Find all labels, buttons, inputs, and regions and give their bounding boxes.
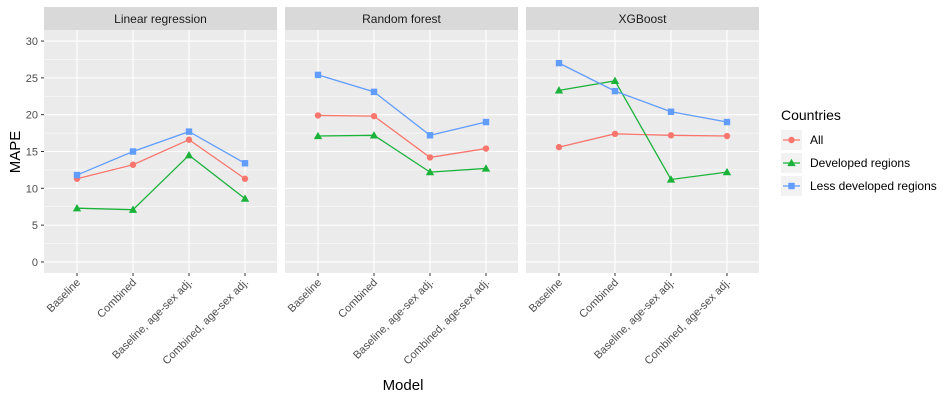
data-point <box>555 59 563 67</box>
y-tick-label: 15 <box>26 147 38 159</box>
data-point <box>610 76 620 84</box>
panel-title: Linear regression <box>114 12 207 26</box>
data-point <box>425 167 435 176</box>
legend-entry: Developed regions <box>781 153 910 173</box>
data-point <box>370 112 378 120</box>
data-point <box>667 108 675 115</box>
series-line <box>317 134 487 173</box>
data-point <box>314 71 322 79</box>
legend-entry: All <box>781 130 823 150</box>
data-point <box>240 194 250 202</box>
x-tick-label: Combined <box>336 277 380 321</box>
x-axis-title: Model <box>383 377 424 394</box>
y-tick-label: 10 <box>26 183 38 195</box>
data-point <box>185 136 193 143</box>
data-point <box>611 130 619 138</box>
legend-label: Less developed regions <box>810 179 937 193</box>
data-point <box>184 150 194 159</box>
data-point <box>611 87 619 95</box>
data-point <box>370 88 378 96</box>
legend: All Developed regions Less developed regio… <box>781 130 937 196</box>
data-point <box>722 167 732 176</box>
data-point <box>555 143 563 151</box>
series-line <box>558 133 728 148</box>
data-point <box>369 131 379 139</box>
data-point <box>73 171 81 179</box>
data-point <box>313 131 323 140</box>
panel-strip <box>285 7 518 30</box>
data-point <box>129 148 137 155</box>
y-tick-label: 5 <box>32 220 38 232</box>
x-tick-label: Combined <box>577 277 621 321</box>
y-tick-label: 0 <box>32 257 38 269</box>
x-tick-label: Baseline <box>45 277 83 315</box>
series-line <box>317 74 487 137</box>
data-point <box>481 164 491 172</box>
data-point <box>72 204 82 212</box>
data-point <box>426 154 434 161</box>
data-point <box>554 86 564 94</box>
legend-label: Developed regions <box>810 156 910 170</box>
data-point <box>128 205 138 213</box>
data-point <box>723 118 731 126</box>
data-point <box>667 132 675 139</box>
panel-title: XGBoost <box>618 12 667 26</box>
series-line <box>76 130 246 176</box>
data-point <box>241 160 249 167</box>
y-tick-label: 20 <box>26 110 38 122</box>
y-tick-label: 30 <box>26 36 38 48</box>
legend-label: All <box>810 133 823 147</box>
data-point <box>723 132 731 140</box>
panel-0: Linear regression 0 5 10 15 20 25 30 Baseline Com… <box>26 7 277 367</box>
series-line <box>76 138 246 180</box>
data-point <box>241 175 249 182</box>
legend-key-marker <box>788 136 795 144</box>
data-point <box>185 128 193 135</box>
legend-title: Countries <box>781 107 841 123</box>
data-point <box>426 132 434 139</box>
series-line <box>558 80 728 181</box>
x-tick-label: Baseline <box>286 277 324 315</box>
data-point <box>129 161 137 168</box>
x-tick-label: Combined <box>95 277 139 321</box>
y-axis-title: MAPE <box>7 131 24 174</box>
panel-strip <box>44 7 277 30</box>
panel-strip <box>526 7 759 30</box>
legend-key-marker <box>788 182 795 190</box>
y-tick-label: 25 <box>26 73 38 85</box>
legend-entry: Less developed regions <box>781 176 937 196</box>
legend-key-marker <box>787 158 796 167</box>
data-point <box>482 145 490 152</box>
plot-area: Linear regression 0 5 10 15 20 25 30 Baseline Com… <box>26 7 759 367</box>
x-tick-label: Baseline <box>527 277 565 315</box>
series-line <box>76 154 246 211</box>
series-line <box>558 62 728 123</box>
series-line <box>317 114 487 159</box>
data-point <box>666 175 676 183</box>
data-point <box>314 112 322 119</box>
panel-title: Random forest <box>362 12 441 26</box>
data-point <box>482 118 490 126</box>
